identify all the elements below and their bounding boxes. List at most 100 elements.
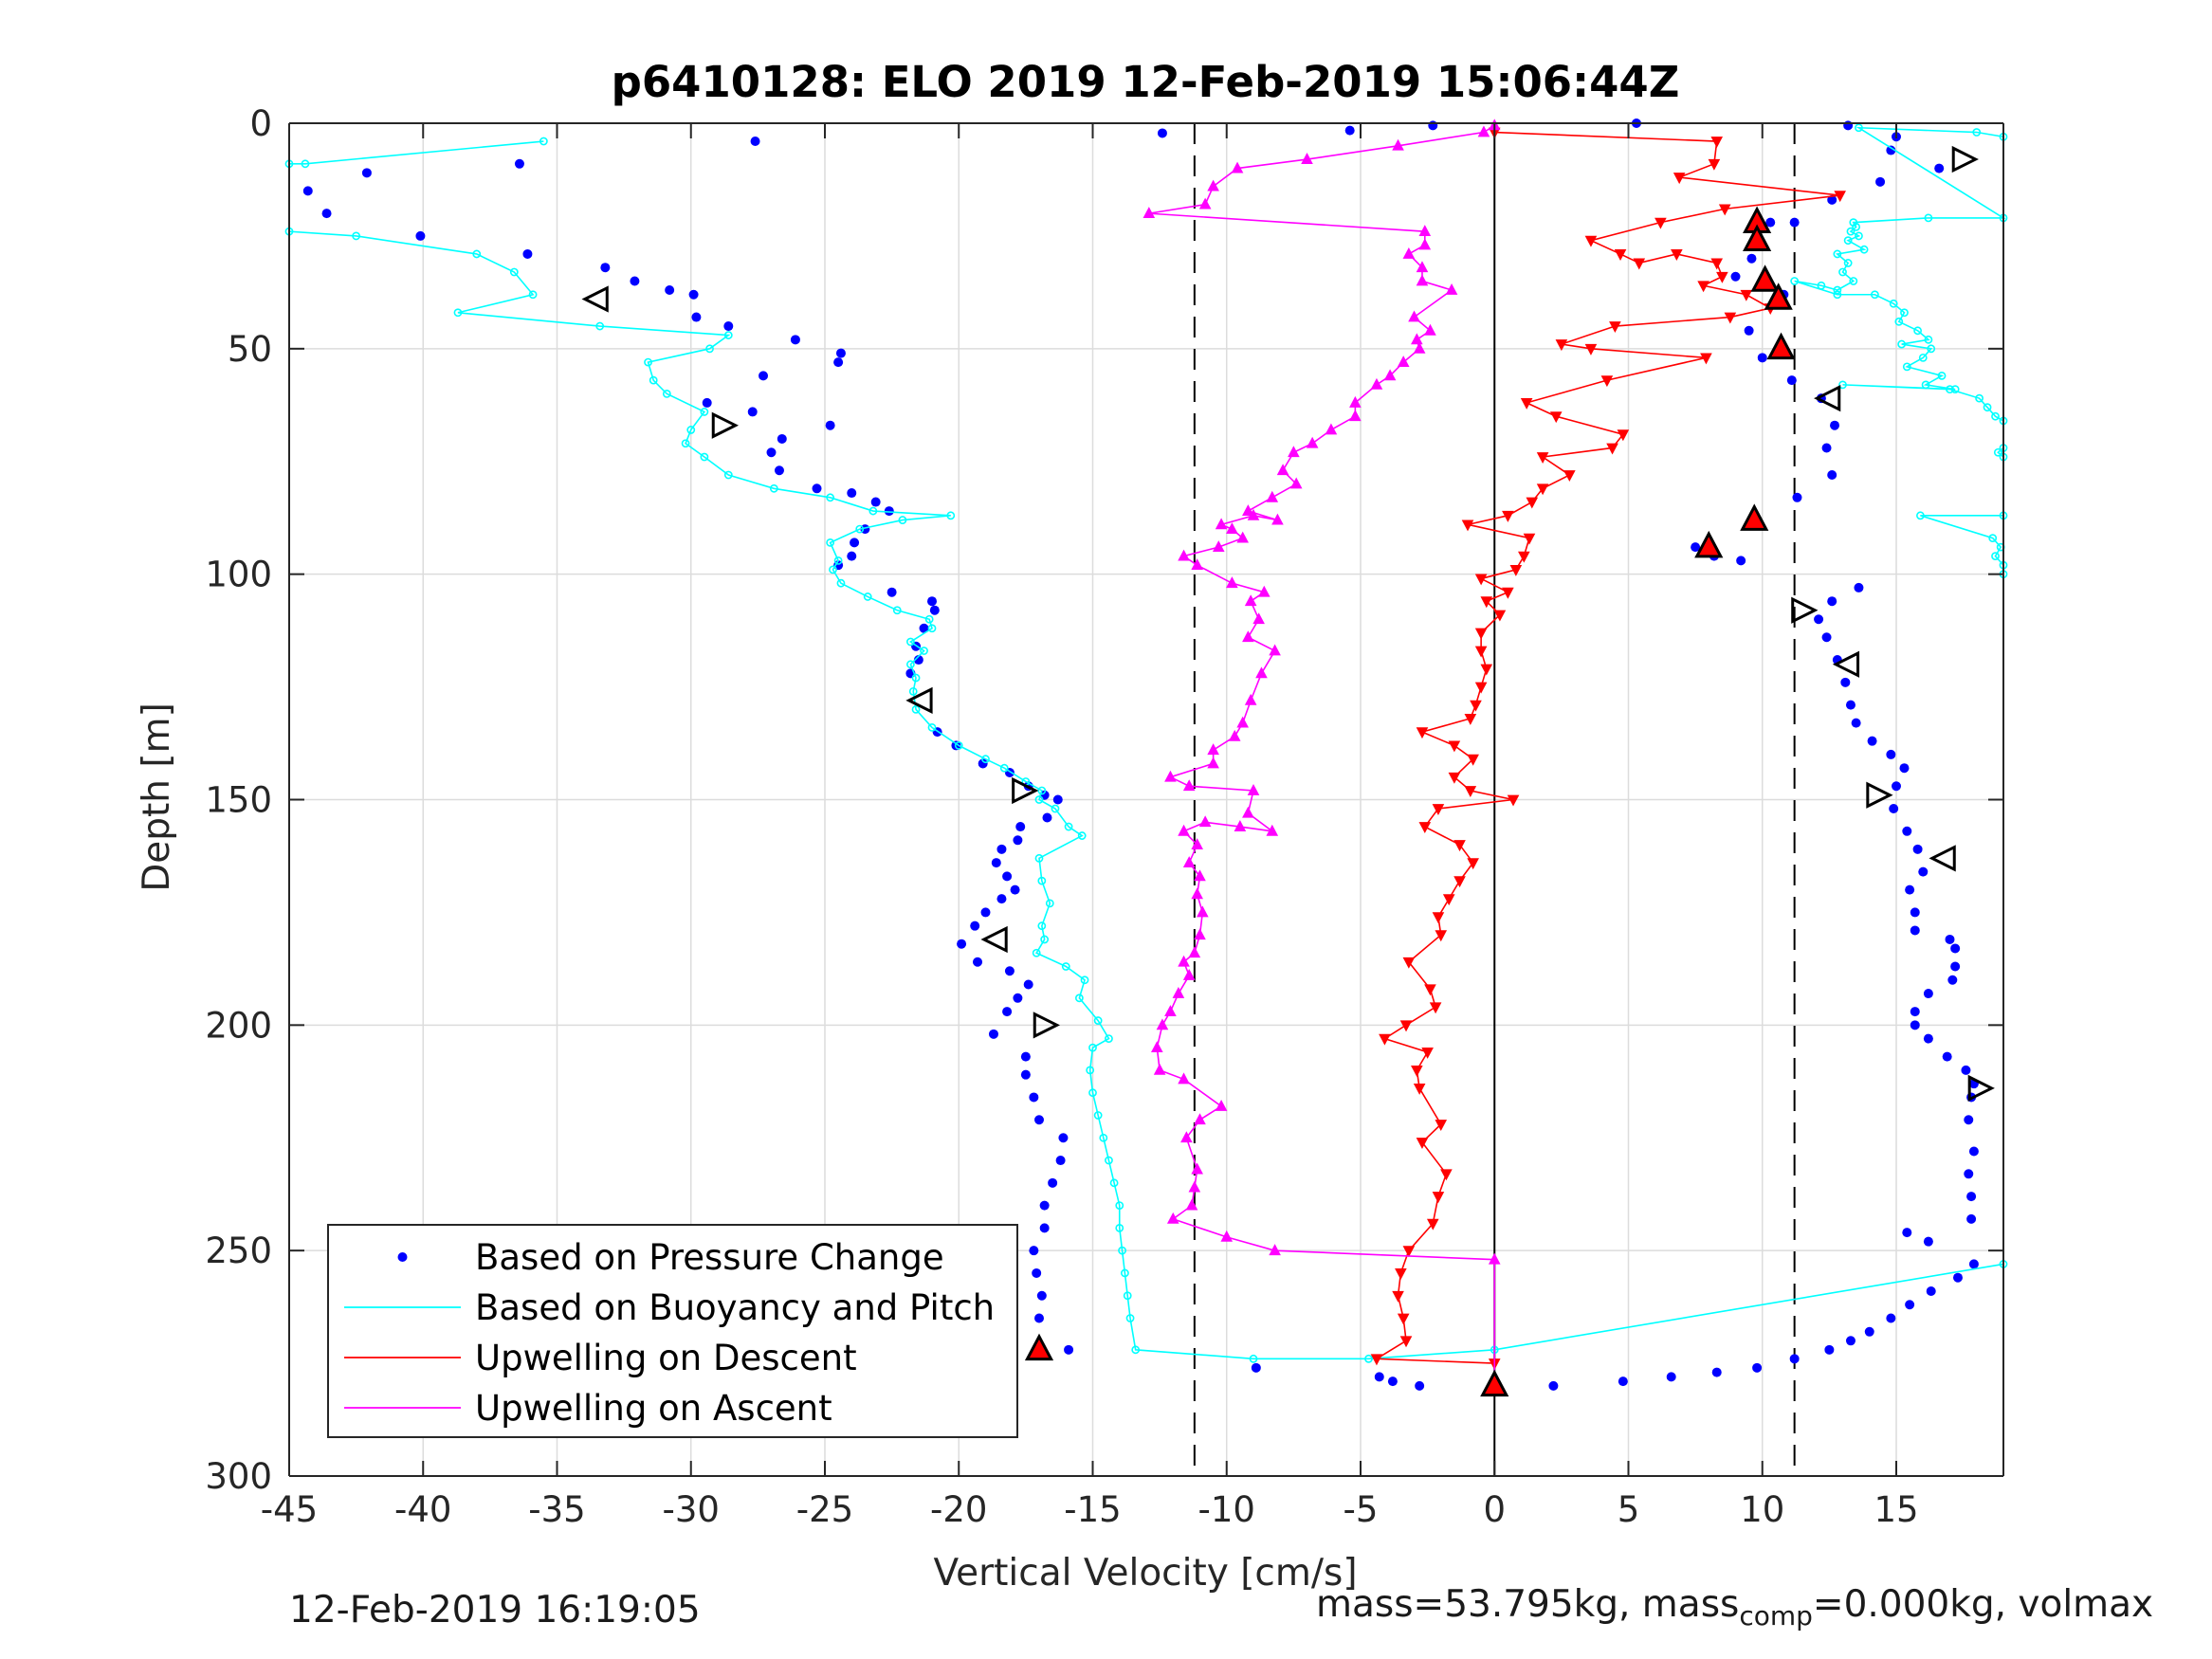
buoyancy-point <box>1833 285 1842 295</box>
descent-point <box>1432 804 1445 816</box>
descent-point <box>1697 281 1709 293</box>
buoyancy-point <box>833 556 843 565</box>
open-triangle-marker <box>1967 1074 1995 1103</box>
ascent-point <box>1164 1005 1177 1016</box>
buoyancy-point <box>1086 1066 1095 1075</box>
ascent-point <box>1488 1252 1501 1265</box>
buoyancy-point <box>1900 308 1909 318</box>
pressure-point <box>1618 1376 1628 1387</box>
ascent-point <box>1413 341 1426 354</box>
ascent-point <box>1445 283 1458 295</box>
pressure-point <box>1889 804 1899 814</box>
pressure-point <box>1926 1285 1936 1296</box>
descent-point <box>1418 822 1432 834</box>
pressure-point <box>835 348 846 358</box>
open-triangle-marker <box>1033 1012 1061 1039</box>
descent-point <box>1724 312 1737 324</box>
red-triangle-marker <box>1740 503 1769 531</box>
ascent-point <box>1180 1131 1193 1143</box>
ascent-point <box>1197 905 1209 918</box>
pressure-point <box>1730 271 1741 282</box>
ascent-point <box>1191 1162 1203 1175</box>
ascent-point <box>1242 630 1254 643</box>
buoyancy-point <box>836 578 846 588</box>
y-tick-label: 300 <box>205 1456 272 1497</box>
pressure-point <box>723 321 734 332</box>
descent-point <box>1421 1047 1434 1059</box>
buoyancy-point <box>920 647 928 655</box>
buoyancy-point <box>649 375 658 385</box>
ascent-point <box>1151 1041 1163 1053</box>
pressure-point <box>302 186 313 196</box>
descent-point <box>1461 520 1474 532</box>
pressure-point <box>1845 1336 1856 1346</box>
pressure-point <box>1942 1051 1952 1062</box>
descent-point <box>1526 497 1539 509</box>
buoyancy-point <box>1927 344 1936 354</box>
pressure-point <box>1015 822 1026 832</box>
pressure-point <box>1945 934 1955 944</box>
buoyancy-point <box>1913 326 1922 336</box>
pressure-point <box>812 483 822 494</box>
pressure-point <box>1548 1380 1559 1391</box>
pressure-point <box>630 276 640 286</box>
buoyancy-point <box>1123 1291 1132 1301</box>
buoyancy-point <box>1051 804 1060 813</box>
ascent-point <box>1418 238 1432 250</box>
descent-point <box>1474 574 1488 586</box>
ascent-point <box>1236 716 1249 728</box>
ascent-point <box>1424 323 1436 336</box>
descent-point <box>1402 957 1416 969</box>
descent-point <box>1507 794 1520 807</box>
buoyancy-point <box>1852 223 1861 231</box>
ascent-point <box>1370 377 1383 390</box>
pressure-point <box>1964 1115 1974 1125</box>
legend-label: Based on Pressure Change <box>475 1237 944 1278</box>
buoyancy-point <box>927 722 937 732</box>
descent-point <box>1493 610 1507 622</box>
buoyancy-point <box>911 673 921 683</box>
pressure-point <box>1744 325 1754 336</box>
ascent-point <box>1416 274 1429 286</box>
descent-point <box>1480 664 1493 676</box>
buoyancy-point <box>1032 948 1041 957</box>
pressure-point <box>1910 1007 1920 1017</box>
buoyancy-point <box>1894 317 1904 326</box>
ascent-point <box>1198 197 1212 210</box>
descent-point <box>1718 204 1731 216</box>
ascent-point <box>1182 779 1196 792</box>
buoyancy-point <box>1838 380 1847 390</box>
footer-mass-subscript: comp <box>1739 1599 1813 1632</box>
buoyancy-point <box>1855 231 1863 241</box>
ascent-point <box>1236 531 1249 543</box>
ascent-point <box>1164 770 1177 782</box>
ascent-point <box>1207 757 1219 769</box>
ascent-point <box>1207 179 1219 191</box>
descent-point <box>1402 1246 1416 1258</box>
ascent-point <box>1194 928 1206 940</box>
buoyancy-point <box>1790 277 1800 285</box>
pressure-point <box>688 289 699 300</box>
buoyancy-point <box>868 506 878 516</box>
pressure-point <box>1034 1313 1044 1323</box>
buoyancy-point <box>1921 380 1930 390</box>
pressure-point <box>1867 736 1877 746</box>
red-triangle-marker <box>1764 283 1793 310</box>
buoyancy-point <box>1115 1223 1124 1232</box>
pressure-point <box>790 335 800 345</box>
pressure-point <box>1886 749 1896 759</box>
descent-point <box>1470 700 1482 712</box>
buoyancy-point <box>911 704 921 714</box>
buoyancy-point <box>1109 1178 1119 1188</box>
buoyancy-point <box>1859 245 1869 254</box>
pressure-point <box>415 230 426 241</box>
pressure-point <box>973 957 983 967</box>
pressure-point <box>1058 1133 1069 1143</box>
ascent-point <box>1231 161 1244 173</box>
chart-legend: Based on Pressure Change Based on Buoyanc… <box>327 1224 1018 1438</box>
pressure-point <box>1821 632 1832 643</box>
descent-point <box>1600 375 1614 388</box>
ascent-point <box>1242 806 1254 818</box>
footer-mass-info: mass=53.795kg, masscomp=0.000kg, volmax <box>1316 1583 2212 1659</box>
descent-point <box>1520 398 1533 410</box>
